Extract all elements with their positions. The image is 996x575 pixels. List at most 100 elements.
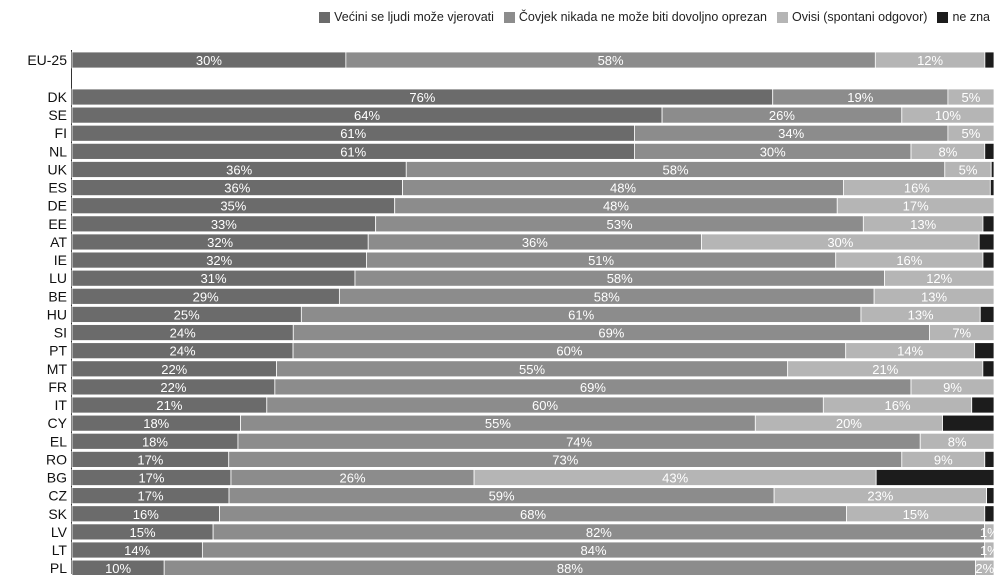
data-label: 17% (903, 199, 929, 214)
data-label: 53% (606, 217, 632, 232)
data-label: 17% (138, 471, 164, 486)
data-label: 36% (522, 235, 548, 250)
data-label: 76% (409, 90, 435, 105)
bar-segment (984, 523, 995, 541)
legend-swatch-dont-know (937, 11, 949, 23)
category-label: PL (50, 560, 67, 575)
data-label: 17% (137, 452, 163, 467)
category-label: BG (47, 470, 67, 486)
bar-segment (984, 51, 995, 69)
data-label: 18% (143, 416, 169, 431)
legend-label-depends: Ovisi (spontani odgovor) (791, 10, 928, 24)
bar-segment (836, 197, 995, 215)
data-label: 7% (952, 326, 971, 341)
data-label: 25% (174, 307, 200, 322)
data-label: 32% (206, 253, 232, 268)
category-label: LT (52, 542, 68, 558)
chart-legend: Većini se ljudi može vjerovati Čovjek ni… (309, 8, 990, 26)
legend-label-trust: Većini se ljudi može vjerovati (334, 10, 494, 24)
data-label: 35% (220, 199, 246, 214)
data-label: 5% (962, 126, 981, 141)
bar-segment (873, 287, 995, 305)
data-label: 21% (156, 398, 182, 413)
category-label: ES (48, 180, 67, 196)
data-label: 1% (980, 543, 996, 558)
data-label: 13% (910, 217, 936, 232)
category-label: UK (48, 161, 68, 177)
legend-item-trust: Većini se ljudi može vjerovati (319, 10, 494, 24)
data-label: 15% (130, 525, 156, 540)
data-label: 58% (663, 162, 689, 177)
bar-segment (975, 559, 995, 575)
data-label: 19% (847, 90, 873, 105)
data-label: 8% (939, 144, 958, 159)
category-label: DK (48, 89, 68, 105)
category-label: SK (48, 506, 67, 522)
bar-segment (984, 450, 995, 468)
data-label: 68% (520, 507, 546, 522)
category-label: AT (50, 234, 67, 250)
data-label: 36% (224, 181, 250, 196)
bar-segment (974, 342, 995, 360)
category-label: LU (49, 270, 67, 286)
legend-item-careful: Čovjek nikada ne može biti dovoljno opre… (503, 10, 767, 24)
category-label: DE (48, 198, 67, 214)
data-label: 73% (552, 452, 578, 467)
data-label: 61% (340, 144, 366, 159)
data-label: 30% (196, 53, 222, 68)
data-label: 55% (519, 362, 545, 377)
data-label: 58% (607, 271, 633, 286)
data-label: 48% (610, 181, 636, 196)
bar-segment (982, 251, 995, 269)
data-label: 48% (603, 199, 629, 214)
bar-segment (947, 124, 995, 142)
data-label: 84% (581, 543, 607, 558)
data-label: 74% (566, 434, 592, 449)
data-label: 9% (943, 380, 962, 395)
category-label: RO (46, 451, 67, 467)
data-label: 16% (885, 398, 911, 413)
category-label: EE (48, 216, 67, 232)
data-label: 55% (485, 416, 511, 431)
data-label: 18% (142, 434, 168, 449)
bar-segment (901, 106, 995, 124)
data-label: 24% (170, 344, 196, 359)
data-label: 61% (340, 126, 366, 141)
bar-segment (884, 269, 995, 287)
legend-swatch-trust (319, 11, 331, 23)
data-label: 20% (836, 416, 862, 431)
data-label: 2% (975, 561, 994, 575)
legend-swatch-careful (503, 11, 515, 23)
data-label: 43% (662, 471, 688, 486)
legend-item-dont-know: ne zna (937, 10, 990, 24)
data-label: 88% (557, 561, 583, 575)
data-label: 16% (896, 253, 922, 268)
data-label: 51% (588, 253, 614, 268)
data-label: 23% (867, 489, 893, 504)
legend-label-dont-know: ne zna (952, 10, 990, 24)
data-label: 58% (598, 53, 624, 68)
data-label: 31% (200, 271, 226, 286)
category-label: FR (48, 379, 67, 395)
data-label: 14% (124, 543, 150, 558)
bar-segment (910, 378, 995, 396)
data-label: 8% (948, 434, 967, 449)
category-label: IE (54, 252, 67, 268)
category-label: LV (51, 524, 68, 540)
data-label: 61% (568, 307, 594, 322)
legend-swatch-depends (776, 11, 788, 23)
data-label: 13% (908, 307, 934, 322)
category-label: FI (55, 125, 67, 141)
data-label: 32% (207, 235, 233, 250)
data-label: 5% (959, 162, 978, 177)
bar-segment (875, 469, 995, 486)
bar-segment (979, 306, 995, 323)
bar-segment (919, 432, 995, 450)
bar-segment (990, 161, 995, 178)
data-label: 60% (556, 344, 582, 359)
data-label: 58% (594, 289, 620, 304)
data-label: 10% (105, 561, 131, 575)
bar-segment (989, 179, 995, 197)
bar-segment (984, 505, 995, 523)
